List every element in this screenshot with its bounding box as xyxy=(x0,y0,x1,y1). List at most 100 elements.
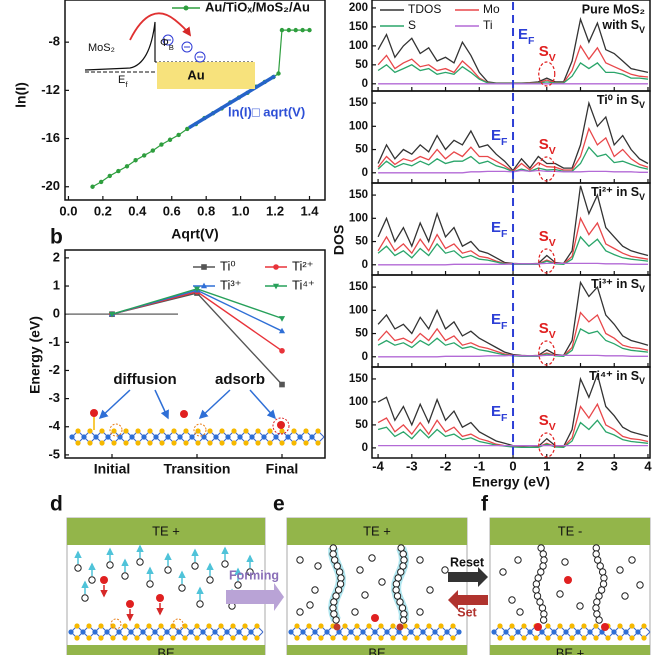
y-tick-label: -3 xyxy=(48,390,60,405)
oxygen-vacancy xyxy=(178,584,186,592)
filament-vacancy xyxy=(593,610,601,618)
mo-atom xyxy=(309,434,315,440)
point xyxy=(276,71,281,76)
mo-atom xyxy=(273,434,279,440)
inset-label-part: f xyxy=(125,80,128,89)
plot-frame xyxy=(371,366,651,459)
point xyxy=(90,184,95,189)
s-atom xyxy=(146,635,152,641)
filament-vacancy xyxy=(597,586,606,594)
legend-label: Ti²⁺ xyxy=(292,258,314,273)
mo-atom xyxy=(360,629,366,635)
mo-atom xyxy=(188,629,194,635)
mo-atom xyxy=(237,434,243,440)
s-atom xyxy=(315,428,321,434)
x-axis-label: Aqrt(V) xyxy=(171,226,218,242)
y-tick-label: 0 xyxy=(53,306,60,321)
ef-label-part: F xyxy=(501,228,508,240)
electrode-label: BE xyxy=(157,645,175,655)
s-atom xyxy=(509,623,515,629)
point xyxy=(193,286,201,293)
sv-label-part: V xyxy=(549,237,556,249)
s-atom xyxy=(123,428,129,434)
s-atom xyxy=(74,623,80,629)
s-atom xyxy=(450,635,456,641)
oxygen-vacancy xyxy=(234,581,242,589)
s-atom xyxy=(581,623,587,629)
ti-ion xyxy=(371,614,379,622)
panel-title: Ti²⁺ in SV xyxy=(591,185,645,202)
panel-title-part: V xyxy=(639,284,645,294)
s-atom xyxy=(218,635,224,641)
filament-vacancy xyxy=(336,580,345,588)
x-tick-label: Transition xyxy=(164,461,231,477)
oxygen-vacancy xyxy=(221,560,229,568)
ti-atom xyxy=(90,409,98,417)
series-line xyxy=(377,100,649,172)
mo-atom xyxy=(68,629,74,635)
filament-vacancy xyxy=(393,592,402,600)
legend-label: TDOS xyxy=(408,2,441,16)
s-atom xyxy=(183,428,189,434)
bottom-electrode xyxy=(490,645,650,655)
filament-vacancy xyxy=(330,610,338,618)
mo-atom xyxy=(384,629,390,635)
s-atom xyxy=(629,623,635,629)
filament-vacancy xyxy=(532,580,541,588)
s-atom xyxy=(267,440,273,446)
ef-label-part: F xyxy=(501,412,508,424)
mo-atom xyxy=(128,629,134,635)
point xyxy=(279,347,285,354)
ef-label-part: E xyxy=(518,26,528,43)
ef-label: EF xyxy=(491,219,508,240)
legend-label: Mo xyxy=(483,2,500,16)
s-atom xyxy=(545,623,551,629)
s-atom xyxy=(219,428,225,434)
oxygen-vacancy xyxy=(561,558,569,566)
mo-atom xyxy=(575,629,581,635)
point xyxy=(176,132,181,138)
oxygen-vacancy xyxy=(361,591,369,599)
y-axis-label: ln(I) xyxy=(13,82,29,108)
filament-vacancy xyxy=(592,604,600,612)
s-atom xyxy=(426,635,432,641)
filament-vacancy xyxy=(595,616,603,624)
s-atom xyxy=(605,635,611,641)
filament-vacancy xyxy=(392,580,401,588)
legend-label: Ti xyxy=(483,18,493,32)
s-atom xyxy=(330,635,336,641)
mo-atom xyxy=(105,434,111,440)
mo-atom xyxy=(456,629,462,635)
reset-arrow xyxy=(448,567,488,587)
s-atom xyxy=(279,440,285,446)
sv-label-part: V xyxy=(549,329,556,341)
s-atom xyxy=(99,428,105,434)
y-tick-label: 200 xyxy=(349,2,368,14)
electron xyxy=(194,51,206,63)
mo-atom xyxy=(396,629,402,635)
s-atom xyxy=(254,623,260,629)
legend-label: Ti⁰ xyxy=(220,258,236,273)
filament-vacancy xyxy=(334,586,343,594)
panel-label: f xyxy=(481,493,489,516)
mo-atom xyxy=(116,629,122,635)
series-line xyxy=(188,74,276,130)
mo-atom xyxy=(153,434,159,440)
process-label: Reset xyxy=(450,555,485,569)
sv-label-part: V xyxy=(549,145,556,157)
x-axis-label: Energy (eV) xyxy=(472,474,550,490)
y-tick-label: 50 xyxy=(355,59,368,71)
s-atom xyxy=(617,635,623,641)
s-atom xyxy=(414,623,420,629)
plot-frame xyxy=(64,249,326,459)
ef-label-part: F xyxy=(501,320,508,332)
mo-atom xyxy=(248,629,254,635)
mo-atom xyxy=(336,629,342,635)
filament-vacancy xyxy=(537,544,545,552)
y-tick-label: 0 xyxy=(362,78,368,90)
filament-vacancy xyxy=(534,574,542,582)
s-atom xyxy=(306,635,312,641)
oxygen-vacancy xyxy=(576,602,584,610)
